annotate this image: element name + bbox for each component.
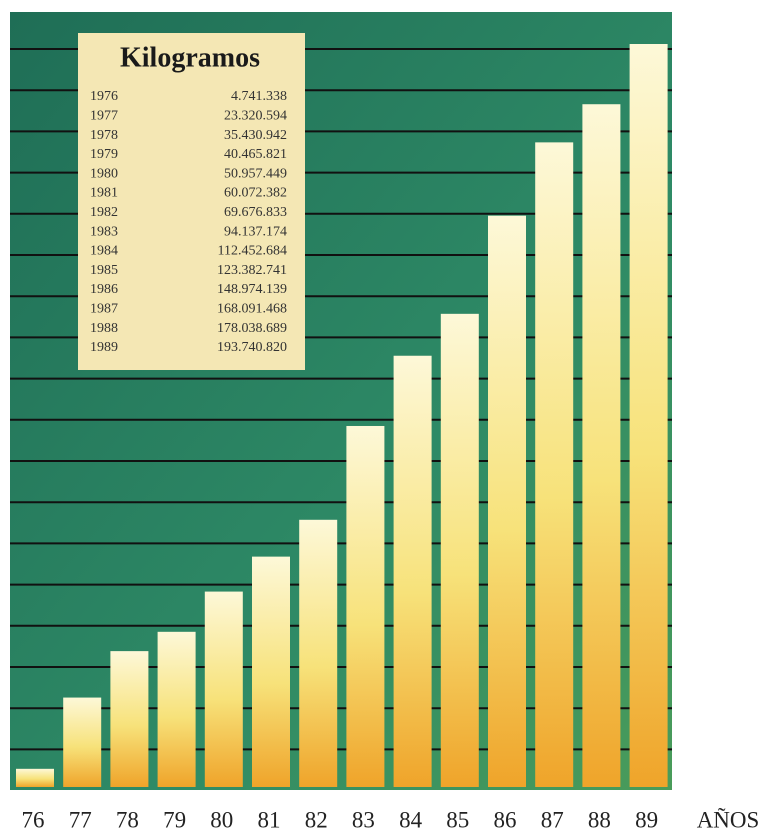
bar	[299, 519, 338, 787]
table-value: 112.452.684	[218, 244, 287, 259]
table-year: 1982	[90, 205, 118, 220]
table-value: 40.465.821	[224, 147, 287, 162]
table-year: 1980	[90, 166, 118, 181]
table-year: 1987	[90, 302, 118, 317]
inset-table	[78, 33, 305, 370]
table-value: 69.676.833	[224, 205, 287, 220]
bar	[535, 142, 574, 788]
bars	[16, 44, 668, 788]
table-year: 1977	[90, 109, 118, 124]
bar	[488, 215, 526, 787]
bar	[582, 104, 621, 788]
bar	[63, 697, 102, 787]
bar	[157, 631, 196, 787]
x-tick-label: 81	[258, 807, 281, 832]
x-tick-label: 83	[352, 807, 375, 832]
x-tick-label: 89	[635, 807, 658, 832]
table-year: 1979	[90, 147, 118, 162]
x-tick-label: 84	[399, 807, 423, 832]
table-value: 50.957.449	[224, 166, 287, 181]
x-tick-label: 82	[305, 807, 328, 832]
x-tick-label: 87	[541, 807, 564, 832]
table-year: 1976	[90, 89, 118, 104]
table-rows: 1976 4.741.338 1977 23.320.594 1978 35.430.94…	[90, 89, 287, 355]
table-value: 193.740.820	[217, 340, 287, 355]
table-value: 4.741.338	[231, 89, 287, 104]
x-tick-label: 80	[210, 807, 233, 832]
table-value: 94.137.174	[224, 224, 287, 239]
table-year: 1984	[90, 244, 118, 259]
table-year: 1981	[90, 186, 118, 201]
x-axis-label: AÑOS	[697, 807, 760, 832]
bar	[204, 591, 243, 787]
table-year: 1986	[90, 282, 118, 297]
table-value: 148.974.139	[217, 282, 287, 297]
bar	[252, 556, 290, 787]
bar	[110, 651, 149, 787]
table-title: Kilogramos	[120, 42, 260, 73]
table-year: 1983	[90, 224, 118, 239]
x-tick-label: 88	[588, 807, 611, 832]
bar	[629, 44, 668, 787]
bar	[346, 425, 385, 787]
bar	[16, 768, 54, 787]
x-tick-label: 86	[494, 807, 517, 832]
table-year: 1989	[90, 340, 118, 355]
table-value: 35.430.942	[224, 128, 287, 143]
table-value: 178.038.689	[217, 321, 287, 336]
table-year: 1978	[90, 128, 118, 143]
table-value: 23.320.594	[224, 109, 287, 124]
table-year: 1988	[90, 321, 118, 336]
table-value: 60.072.382	[224, 186, 287, 201]
table-year: 1985	[90, 263, 118, 278]
x-tick-label: 79	[163, 807, 186, 832]
table-value: 123.382.741	[217, 263, 287, 278]
x-tick-label: 78	[116, 807, 139, 832]
x-tick-label: 85	[446, 807, 469, 832]
x-tick-label: 77	[69, 807, 92, 832]
table-value: 168.091.468	[217, 302, 287, 317]
bar	[393, 355, 432, 787]
x-tick-label: 76	[22, 807, 45, 832]
bar	[440, 313, 479, 787]
